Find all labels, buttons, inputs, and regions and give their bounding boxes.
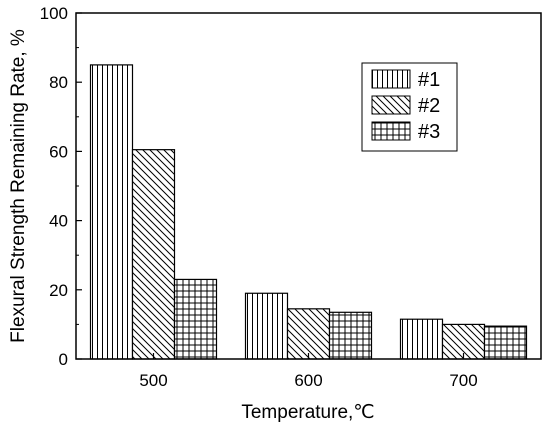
y-tick-label: 80: [49, 73, 68, 92]
bar-600-series-1: [244, 292, 289, 360]
legend-label: #2: [418, 95, 440, 117]
bar-600-series-3: [328, 311, 373, 360]
bar-700-series-1: [399, 318, 444, 360]
y-tick-label: 20: [49, 281, 68, 300]
legend-swatch: [371, 95, 411, 115]
legend-label: #3: [418, 121, 440, 143]
bar-500-series-2: [131, 149, 176, 360]
y-tick-label: 100: [40, 4, 68, 23]
legend-swatch: [371, 121, 411, 141]
y-axis: 0 20 40 60 80 100: [40, 4, 82, 369]
x-tick-label: 600: [294, 371, 322, 390]
y-tick-label: 60: [49, 142, 68, 161]
x-axis-label: Temperature,℃: [241, 402, 374, 423]
x-axis: 500 600 700: [139, 353, 478, 390]
y-axis-label: Flexural Strength Remaining Rate, %: [8, 29, 29, 343]
bars-group: [89, 64, 528, 360]
legend: #1 #2 #3: [361, 62, 458, 152]
bar-600-series-2: [286, 308, 331, 360]
bar-500-series-1: [89, 64, 134, 360]
x-tick-label: 500: [139, 371, 167, 390]
y-tick-label: 0: [59, 350, 68, 369]
bar-700-series-3: [483, 325, 528, 360]
x-tick-label: 700: [449, 371, 477, 390]
bar-500-series-3: [173, 278, 218, 360]
y-tick-label: 40: [49, 212, 68, 231]
legend-label: #1: [418, 69, 440, 91]
legend-swatch: [371, 69, 411, 89]
